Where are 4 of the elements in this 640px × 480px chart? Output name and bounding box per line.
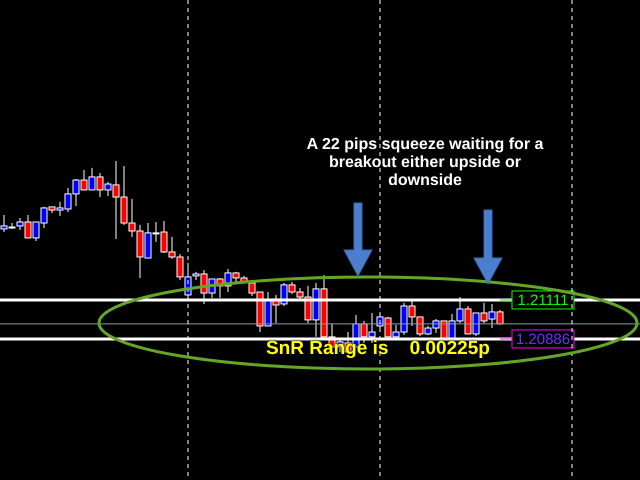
ref-line-label: 1.21111: [518, 292, 568, 309]
ref-line-label: 1.20886: [516, 330, 570, 348]
annotation: SnR Range is 0.00225p: [266, 338, 490, 360]
annotation: A 22 pips squeeze waiting for a breakout either upside or downside: [306, 136, 544, 190]
